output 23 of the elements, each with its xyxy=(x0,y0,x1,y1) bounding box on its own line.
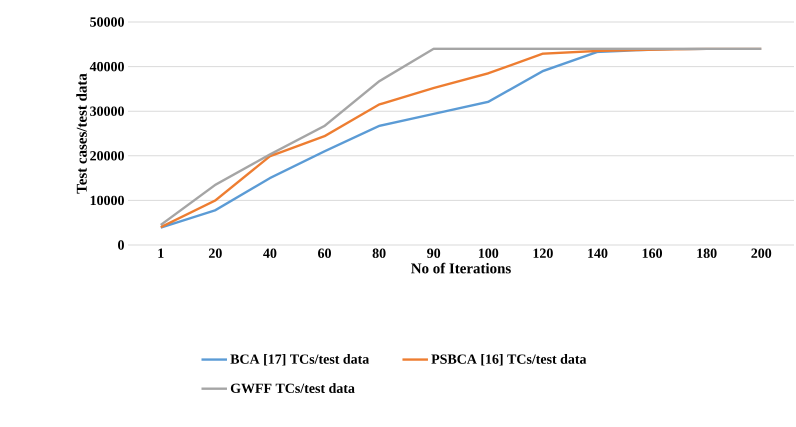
x-axis-title: No of Iterations xyxy=(411,262,511,274)
legend-label: GWFF TCs/test data xyxy=(230,383,355,394)
y-tick-label: 20000 xyxy=(90,151,124,161)
y-axis-title: Test cases/test data xyxy=(76,73,87,194)
x-tick-label: 90 xyxy=(427,248,440,258)
x-tick-label: 60 xyxy=(318,248,331,258)
legend-label: BCA [17] TCs/test data xyxy=(230,354,370,366)
x-tick-label: 180 xyxy=(697,248,717,258)
legend-label: PSBCA [16] TCs/test data xyxy=(431,354,586,366)
x-tick-label: 200 xyxy=(751,248,772,258)
y-tick-label: 50000 xyxy=(90,17,124,27)
y-tick-label: 40000 xyxy=(90,62,124,72)
x-tick-label: 140 xyxy=(588,248,608,258)
y-tick-label: 0 xyxy=(118,240,124,250)
x-tick-label: 100 xyxy=(478,248,498,258)
x-tick-label: 40 xyxy=(263,248,276,258)
x-tick-label: 20 xyxy=(208,248,222,258)
y-tick-label: 30000 xyxy=(90,106,124,116)
x-tick-label: 80 xyxy=(372,248,386,258)
x-tick-label: 1 xyxy=(158,248,164,258)
x-tick-label: 120 xyxy=(534,248,553,258)
x-tick-label: 160 xyxy=(642,248,662,258)
y-tick-label: 10000 xyxy=(90,196,124,206)
